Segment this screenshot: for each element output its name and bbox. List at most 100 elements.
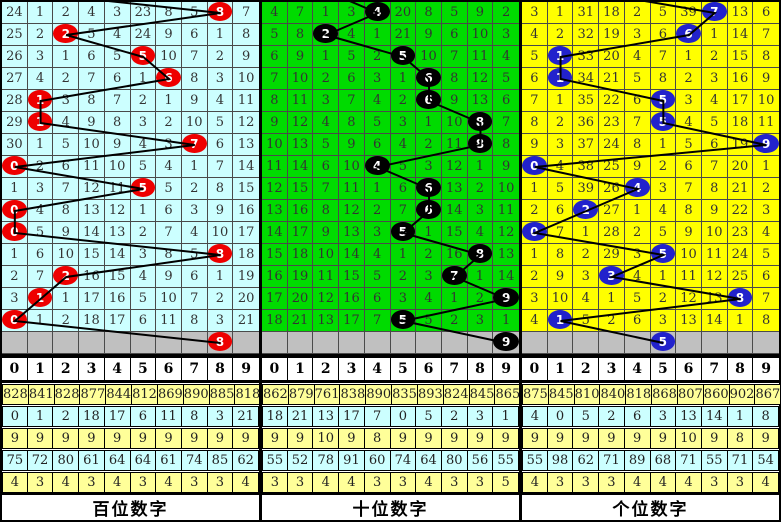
grid-cell: 20 xyxy=(233,288,259,310)
panel-units-digit: 3 1 31 18 2 5 39 7 13 6 4 2 32 19 3 6 6 1 14 7 5 1 33 20 4 7 1 2 15 8… xyxy=(519,2,781,520)
grid-cell: 9 xyxy=(522,134,548,156)
grid-cell: 11 xyxy=(676,266,702,288)
grid-cell: 5 xyxy=(493,68,519,90)
grid-cell: 1 xyxy=(364,24,391,46)
grid-cell: 8 xyxy=(467,134,494,156)
stats-cell: 89 xyxy=(623,450,651,471)
grid-cell: 2 xyxy=(207,46,234,68)
stats-cell: 18 xyxy=(78,406,105,427)
grid-cell: 7 xyxy=(650,46,677,68)
grid-cell: 1 xyxy=(27,2,54,24)
grid-cell: 5 xyxy=(416,310,442,332)
grid-cell: 4 xyxy=(522,310,548,332)
stats-row: 862 879 761 838 890 835 893 824 845 865 xyxy=(262,384,522,405)
grid-cell: 7 xyxy=(364,310,391,332)
grid-row: 27 4 2 7 6 1 6 8 3 10 xyxy=(2,68,259,90)
grid-row: 0 4 8 13 12 1 6 3 9 16 xyxy=(2,200,259,222)
grid-cell xyxy=(701,332,728,354)
grid-cell: 8 xyxy=(207,332,234,354)
grid-cell: 2 xyxy=(467,288,494,310)
grid-cell: 9 xyxy=(339,134,365,156)
stats-cell: 9 xyxy=(155,428,182,449)
grid-cell: 11 xyxy=(493,200,519,222)
pending-ball: 9 xyxy=(493,332,519,351)
grid-cell: 5 xyxy=(181,2,208,24)
drawn-ball: 3 xyxy=(599,266,624,285)
grid-cell: 6 xyxy=(650,24,677,46)
drawn-ball: 1 xyxy=(547,310,573,329)
grid-cell: 1 xyxy=(2,178,28,200)
grid-cell: 1 xyxy=(522,244,548,266)
grid-cell: 0 xyxy=(2,156,28,178)
stats-cell: 3 xyxy=(286,472,314,493)
grid-cell: 37 xyxy=(573,134,600,156)
grid-cell: 9 xyxy=(181,90,208,112)
grid-cell: 8 xyxy=(441,68,468,90)
grid-cell: 7 xyxy=(53,178,80,200)
stats-cell: 4 xyxy=(232,472,259,493)
grid-row: 0 2 6 11 10 5 4 1 7 14 xyxy=(2,156,259,178)
grid-cell: 3 xyxy=(522,288,548,310)
stats-row: 9 9 10 9 8 9 9 9 9 9 xyxy=(262,428,519,449)
drawn-ball: 8 xyxy=(727,288,753,307)
grid-cell: 2 xyxy=(53,266,80,288)
stats-cell: 10 xyxy=(675,428,702,449)
grid-cell: 10 xyxy=(104,156,131,178)
grid-cell: 21 xyxy=(727,178,754,200)
digit-header-cell: 2 xyxy=(573,358,600,380)
grid-cell: 8 xyxy=(547,244,574,266)
grid-cell xyxy=(181,332,208,354)
grid-cell: 10 xyxy=(339,156,365,178)
grid-cell: 6 xyxy=(416,178,442,200)
grid-cell: 4 xyxy=(753,222,779,244)
grid-cell: 10 xyxy=(207,222,234,244)
stats-cell: 9 xyxy=(492,428,519,449)
digit-header-cell: 8 xyxy=(728,358,754,380)
stats-cell: 7 xyxy=(363,406,391,427)
grid-cell: 2 xyxy=(364,46,391,68)
divider xyxy=(522,354,779,358)
grid-cell: 25 xyxy=(727,266,754,288)
grid-row: 0 7 1 28 2 5 9 10 23 4 xyxy=(522,222,779,244)
grid-cell: 1 xyxy=(181,156,208,178)
grid-cell xyxy=(313,332,340,354)
grid-cell: 9 xyxy=(753,134,779,156)
grid-cell: 8 xyxy=(104,112,131,134)
grid-cell: 2 xyxy=(416,134,442,156)
stats-cell: 3 xyxy=(206,406,234,427)
grid-cell: 6 xyxy=(364,288,391,310)
stats-cell: 2 xyxy=(598,406,625,427)
grid-cell: 1 xyxy=(441,288,468,310)
stats-table: 862 879 761 838 890 835 893 824 845 865 18 21 13 17 7 0… xyxy=(262,383,522,493)
grid-cell: 4 xyxy=(79,2,105,24)
grid-cell: 7 xyxy=(339,90,365,112)
grid-cell: 11 xyxy=(701,244,728,266)
grid-cell: 11 xyxy=(441,134,468,156)
stats-row: 875 845 810 840 818 868 807 860 902 867 xyxy=(522,384,781,405)
drawn-ball: 8 xyxy=(467,112,493,131)
grid-cell: 0 xyxy=(2,200,28,222)
digit-header-cell: 3 xyxy=(79,358,105,380)
grid-cell: 12 xyxy=(676,288,702,310)
grid-cell: 10 xyxy=(287,68,314,90)
grid-cell: 9 xyxy=(53,222,80,244)
grid-row: 17 20 12 16 6 3 4 1 2 9 xyxy=(262,288,519,310)
grid-cell: 3 xyxy=(624,244,651,266)
grid-cell: 16 xyxy=(262,266,288,288)
grid-cell: 5 xyxy=(390,46,417,68)
stats-cell: 78 xyxy=(312,450,340,471)
stats-cell: 3 xyxy=(206,472,234,493)
grid-cell: 27 xyxy=(599,200,625,222)
drawn-ball: 0 xyxy=(2,222,27,241)
stats-cell: 74 xyxy=(180,450,208,471)
grid-cell: 2 xyxy=(313,68,340,90)
grid-cell: 8 xyxy=(727,288,754,310)
drawn-ball: 8 xyxy=(207,244,233,263)
grid-cell: 5 xyxy=(156,178,182,200)
grid-cell: 1 xyxy=(547,90,574,112)
grid-cell xyxy=(287,332,314,354)
drawn-ball: 9 xyxy=(753,134,779,153)
stats-cell: 6 xyxy=(129,406,157,427)
